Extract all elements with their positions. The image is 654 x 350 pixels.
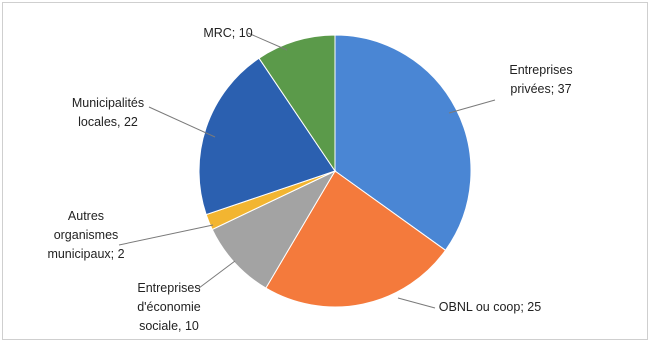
leader-line <box>198 260 236 289</box>
pie-slice-entreprises-d-conomie-sociale <box>211 169 337 289</box>
leader-line <box>448 99 496 114</box>
pie-slice-mrc <box>258 34 336 173</box>
slice-label-line: municipaux; 2 <box>47 247 124 261</box>
slice-label-line: Entreprises <box>509 63 572 77</box>
leader-line <box>118 224 214 246</box>
pie-chart: Entreprises privées; 37 OBNL ou coop; 25 En… <box>47 26 572 333</box>
pie-slice-entreprises-priv-es <box>334 34 472 251</box>
slice-label: Autres organismes municipaux; 2 <box>47 209 124 261</box>
leader-line <box>247 32 288 51</box>
slice-label: Entreprises privées; 37 <box>509 63 572 96</box>
slice-label-line: organismes <box>54 228 119 242</box>
slice-label: Entreprises d'économie sociale, 10 <box>137 281 201 333</box>
slice-label-line: Entreprises <box>137 281 200 295</box>
slice-labels: Entreprises privées; 37 OBNL ou coop; 25 En… <box>47 26 572 333</box>
slice-label-line: Municipalités <box>72 96 144 110</box>
slice-label: Municipalités locales, 22 <box>72 96 144 129</box>
slice-label-line: sociale, 10 <box>139 319 199 333</box>
pie-slice-obnl-ou-coop <box>265 170 447 308</box>
slice-label-line: locales, 22 <box>78 115 138 129</box>
leader-line <box>148 106 216 138</box>
slice-label-line: Autres <box>68 209 104 223</box>
slice-label-line: privées; 37 <box>510 82 571 96</box>
slice-label: OBNL ou coop; 25 <box>439 300 541 314</box>
pie-slices <box>198 34 472 308</box>
slice-label-line: MRC; 10 <box>203 26 252 40</box>
leader-lines <box>118 32 496 309</box>
slice-label-line: OBNL ou coop; 25 <box>439 300 541 314</box>
pie-slice-municipalit-s-locales <box>198 57 336 216</box>
slice-label-line: d'économie <box>137 300 201 314</box>
chart-frame: Entreprises privées; 37 OBNL ou coop; 25 En… <box>2 2 648 340</box>
slice-label: MRC; 10 <box>203 26 252 40</box>
leader-line <box>397 297 436 309</box>
